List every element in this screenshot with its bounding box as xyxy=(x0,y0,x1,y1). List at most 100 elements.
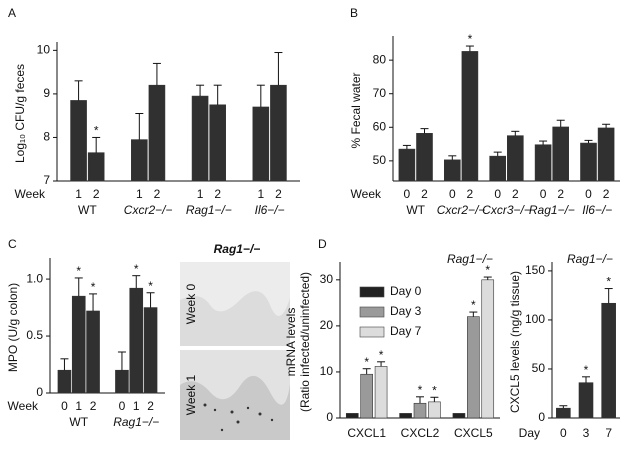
x-tick-label: CXCL2 xyxy=(401,426,440,440)
x-tick-label: 2 xyxy=(603,187,610,201)
x-tick-label: 2 xyxy=(275,187,282,201)
x-tick-label: 1 xyxy=(133,399,140,413)
y-axis-label: MPO (U/g colon) xyxy=(6,283,20,372)
significance-mark: * xyxy=(76,264,81,278)
group-label: WT xyxy=(69,415,88,429)
significance-mark: * xyxy=(584,363,589,377)
bar xyxy=(428,401,441,419)
y-axis-label: (Ratio infected/uninfected) xyxy=(298,272,312,412)
y-tick-label: 70 xyxy=(373,86,387,100)
group-label: Rag1−/− xyxy=(529,203,575,217)
panel-letter: C xyxy=(8,237,17,251)
x-tick-label: 1 xyxy=(75,399,82,413)
bar xyxy=(534,144,552,182)
significance-mark: * xyxy=(418,383,423,397)
x-tick-label: 2 xyxy=(467,187,474,201)
y-tick-label: 60 xyxy=(373,119,387,133)
y-tick-label: 0.5 xyxy=(26,328,43,342)
chart-title: Rag1−/− xyxy=(567,252,613,266)
panel-letter: D xyxy=(318,237,327,251)
x-tick-label: 2 xyxy=(421,187,428,201)
significance-mark: * xyxy=(468,32,473,46)
bar xyxy=(467,316,480,419)
significance-mark: * xyxy=(432,383,437,397)
y-tick-label: 0 xyxy=(326,410,333,424)
legend-label: Day 3 xyxy=(390,304,422,318)
image-label: Week 1 xyxy=(184,374,198,415)
bar xyxy=(413,402,427,419)
bar xyxy=(252,106,270,182)
x-tick-label: 2 xyxy=(90,399,97,413)
x-tick-label: 2 xyxy=(93,187,100,201)
significance-mark: * xyxy=(485,263,490,277)
bar xyxy=(191,95,209,182)
legend-swatch xyxy=(359,326,385,338)
bar xyxy=(87,152,105,182)
bar xyxy=(345,413,359,419)
bar xyxy=(481,279,495,419)
x-tick-label: 1 xyxy=(197,187,204,201)
bar xyxy=(601,302,616,419)
y-tick-label: 8 xyxy=(43,130,50,144)
x-tick-label: 2 xyxy=(154,187,161,201)
group-label: Cxcr2−/− xyxy=(437,203,486,217)
bar xyxy=(578,382,594,419)
group-label: Cxcr2−/− xyxy=(124,203,173,217)
y-tick-label: 50 xyxy=(532,361,546,375)
legend-label: Day 0 xyxy=(390,284,422,298)
y-tick-label: 0 xyxy=(36,385,43,399)
y-tick-label: 30 xyxy=(320,272,334,286)
bar xyxy=(374,366,388,419)
group-label: Cxcr3−/− xyxy=(482,203,531,217)
histology-images xyxy=(180,262,290,440)
significance-mark: * xyxy=(94,124,99,138)
image-dots xyxy=(203,403,274,432)
x-tick-label: 0 xyxy=(494,187,501,201)
legend-swatch xyxy=(359,306,385,318)
bar xyxy=(580,142,597,182)
legend-label: Day 7 xyxy=(390,324,422,338)
y-tick-label: 80 xyxy=(373,52,387,66)
x-tick-label: 2 xyxy=(512,187,519,201)
x-tick-label: CXCL5 xyxy=(454,426,493,440)
bar xyxy=(552,126,570,182)
y-axis-label: % Fecal water xyxy=(349,72,363,148)
bar xyxy=(597,127,615,182)
x-tick-label: 2 xyxy=(214,187,221,201)
x-tick-label: 3 xyxy=(583,426,590,440)
bar xyxy=(115,369,129,394)
y-tick-label: 10 xyxy=(37,43,51,57)
bar xyxy=(131,139,148,182)
x-tick-label: 7 xyxy=(605,426,612,440)
group-label: Rag1−/− xyxy=(113,415,159,429)
x-axis-label: Week xyxy=(8,399,39,413)
y-tick-label: 150 xyxy=(525,263,545,277)
bar xyxy=(506,135,524,182)
bar xyxy=(148,84,166,182)
y-tick-label: 100 xyxy=(525,312,545,326)
bar xyxy=(489,155,507,182)
bar xyxy=(129,287,144,394)
bar xyxy=(209,104,226,182)
image-label: Week 0 xyxy=(184,283,198,324)
significance-mark: * xyxy=(148,279,153,293)
significance-mark: * xyxy=(134,262,139,276)
bar xyxy=(461,51,479,182)
chart-title: Rag1−/− xyxy=(447,252,493,266)
bar xyxy=(57,369,72,394)
x-tick-label: 0 xyxy=(540,187,547,201)
y-tick-label: 50 xyxy=(373,153,387,167)
x-tick-label: 1 xyxy=(257,187,264,201)
panel-letter: B xyxy=(350,6,358,20)
group-label: Rag1−/− xyxy=(186,203,232,217)
group-label: WT xyxy=(406,203,425,217)
x-tick-label: 2 xyxy=(147,399,154,413)
y-axis-label: Log₁₀ CFU/g feces xyxy=(13,64,27,163)
group-label: WT xyxy=(78,203,97,217)
x-tick-label: 0 xyxy=(61,399,68,413)
y-tick-label: 1.0 xyxy=(26,271,43,285)
y-tick-label: 9 xyxy=(43,86,50,100)
x-tick-label: CXCL1 xyxy=(347,426,386,440)
panel-letter: A xyxy=(8,6,16,20)
x-tick-label: 0 xyxy=(404,187,411,201)
